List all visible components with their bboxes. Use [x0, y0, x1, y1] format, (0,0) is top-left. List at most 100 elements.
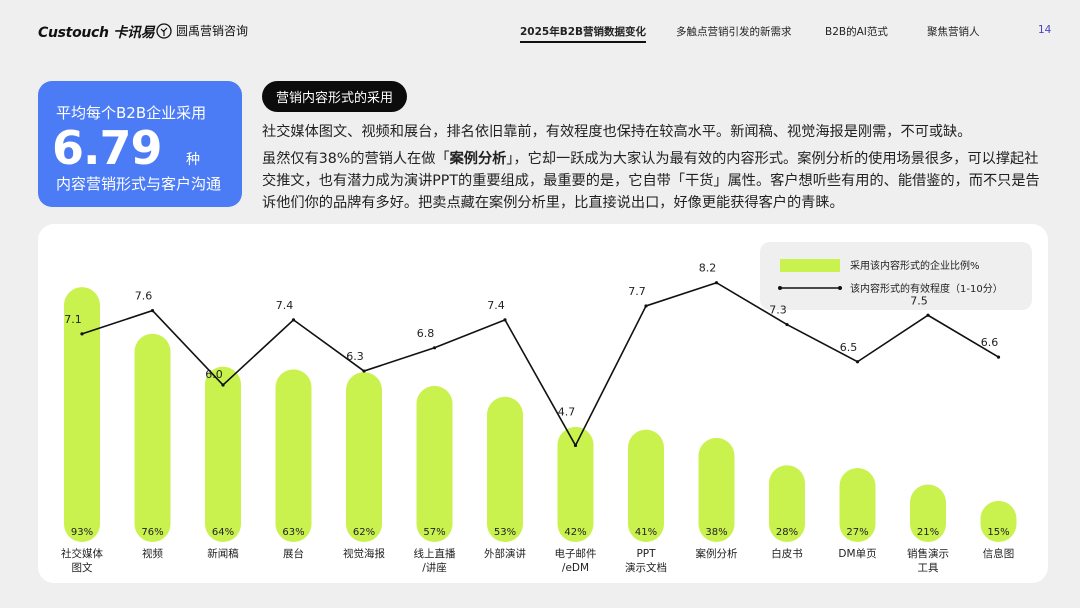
line-point-2 — [221, 383, 225, 387]
legend-bar-label: 采用该内容形式的企业比例% — [850, 259, 980, 272]
bar-value-label-13: 15% — [987, 527, 1009, 538]
x-tick-label-5-1: /讲座 — [422, 561, 447, 574]
x-tick-label-2: 新闻稿 — [207, 547, 239, 560]
line-point-12 — [926, 313, 930, 317]
x-tick-label-11: DM单页 — [838, 548, 876, 560]
line-point-4 — [362, 369, 366, 373]
line-point-6 — [503, 318, 507, 322]
line-value-label-9: 8.2 — [699, 262, 717, 275]
bar-0 — [64, 287, 100, 542]
legend-line-label: 该内容形式的有效程度（1-10分） — [850, 282, 1003, 295]
x-tick-label-0-1: 图文 — [72, 561, 93, 574]
line-value-label-13: 6.6 — [981, 336, 999, 349]
line-value-label-7: 4.7 — [558, 405, 576, 418]
tree-icon — [156, 22, 172, 39]
bar-value-label-2: 64% — [212, 527, 234, 538]
bar-value-label-10: 28% — [776, 527, 798, 538]
bar-9 — [698, 437, 735, 542]
x-tick-label-8-0: PPT — [636, 548, 656, 560]
bar-value-label-7: 42% — [564, 527, 586, 538]
legend-line-dot-right — [838, 286, 842, 290]
bar-2 — [205, 366, 241, 542]
paragraph-2-bold: 案例分析 — [449, 151, 507, 167]
x-tick-label-5-0: 线上直播 — [414, 547, 456, 560]
yuanyu-logo-text: 圆禹营销咨询 — [176, 24, 249, 38]
stat-card-line3: 内容营销形式与客户沟通 — [56, 175, 222, 193]
line-value-label-11: 6.5 — [840, 341, 858, 354]
line-point-7 — [573, 443, 578, 448]
x-tick-label-10: 白皮书 — [771, 547, 803, 560]
line-value-label-1: 7.6 — [135, 290, 153, 303]
line-point-3 — [291, 318, 296, 322]
page-number: 14 — [1038, 24, 1052, 36]
nav-tab-marketers[interactable]: 聚焦营销人 — [927, 26, 980, 38]
bar-value-label-9: 38% — [705, 527, 727, 538]
chart-panel: 采用该内容形式的企业比例% 该内容形式的有效程度（1-10分） 93% 社交媒体 图文 7… — [38, 224, 1048, 583]
line-value-label-10: 7.3 — [769, 304, 787, 317]
combo-chart: 采用该内容形式的企业比例% 该内容形式的有效程度（1-10分） 93% 社交媒体图文 7… — [61, 242, 1032, 574]
yuanyu-logo: 圆禹营销咨询 — [156, 22, 248, 39]
legend-line-dot-left — [778, 286, 782, 290]
bar-value-label-0: 93% — [71, 527, 93, 538]
bar-7 — [557, 426, 594, 542]
paragraph-2: 虽然仅有38%的营销人在做「案例分析」，它却一跃成为大家认为最有效的内容形式。案… — [262, 148, 1052, 214]
bar-13 — [980, 500, 1017, 542]
bar-11 — [839, 468, 876, 542]
bar-10 — [769, 465, 805, 542]
x-tick-label-12-1: 工具 — [918, 562, 939, 574]
nav-tab-b2b-ai[interactable]: B2B的AI范式 — [825, 26, 888, 38]
x-tick-label-4: 视觉海报 — [343, 547, 385, 560]
bar-value-label-12: 21% — [917, 527, 939, 538]
line-point-1 — [150, 309, 155, 313]
line-value-label-0: 7.1 — [64, 313, 82, 326]
stat-card-line1: 平均每个B2B企业采用 — [56, 104, 207, 122]
nav-tab-data-changes[interactable]: 2025年B2B营销数据变化 — [520, 26, 647, 43]
x-tick-label-7-1: /eDM — [562, 562, 589, 574]
line-value-label-12: 7.5 — [910, 294, 928, 307]
stat-card-value: 6.79 — [52, 121, 162, 175]
x-tick-label-9: 案例分析 — [696, 547, 738, 560]
line-value-label-5: 6.8 — [417, 327, 435, 340]
bar-6 — [487, 396, 523, 542]
line-point-0 — [80, 332, 84, 336]
legend-bar-swatch — [780, 259, 840, 272]
custouch-logo: Custouch 卡讯易 — [38, 25, 155, 41]
x-tick-label-1: 视频 — [142, 547, 163, 560]
x-tick-label-8-1: 演示文档 — [625, 561, 667, 574]
bar-value-label-8: 41% — [635, 527, 657, 538]
line-value-label-3: 7.4 — [276, 299, 294, 312]
x-tick-label-0-0: 社交媒体 — [61, 547, 103, 560]
paragraph-1: 社交媒体图文、视频和展台，排名依旧靠前，有效程度也保持在较高水平。新闻稿、视觉海… — [262, 124, 972, 140]
x-tick-label-6: 外部演讲 — [484, 547, 526, 560]
stat-card: 平均每个B2B企业采用 6.79 种 内容营销形式与客户沟通 — [38, 81, 242, 207]
bar-value-label-11: 27% — [846, 527, 868, 538]
bar-1 — [134, 333, 171, 542]
bar-12 — [910, 484, 946, 542]
bar-4 — [346, 372, 382, 542]
bar-5 — [416, 385, 453, 542]
bar-3 — [275, 369, 312, 542]
nav-tab-multitouch[interactable]: 多触点营销引发的新需求 — [676, 26, 792, 38]
paragraph-2-part2: 」，它却一跃成为大家认为最有效的内容形式。案例分析的使用场景很多，可以撑起社交推… — [262, 151, 1040, 211]
section-title: 营销内容形式的采用 — [262, 81, 408, 112]
line-point-9 — [714, 281, 719, 285]
stat-card-unit: 种 — [186, 152, 200, 168]
bar-value-label-6: 53% — [494, 527, 516, 538]
line-point-11 — [855, 360, 860, 364]
x-tick-label-3: 展台 — [283, 547, 304, 560]
line-point-8 — [644, 304, 648, 308]
line-point-10 — [785, 322, 789, 327]
x-tick-label-7-0: 电子邮件 — [555, 547, 597, 560]
line-point-5 — [432, 346, 437, 350]
bar-value-label-3: 63% — [282, 527, 304, 538]
bar-value-label-5: 57% — [423, 527, 445, 538]
line-point-13 — [996, 355, 1001, 359]
bar-8 — [628, 429, 664, 542]
bar-value-label-4: 62% — [353, 527, 375, 538]
line-value-label-2: 6.0 — [205, 368, 223, 381]
paragraph-2-part1: 虽然仅有38%的营销人在做「 — [262, 151, 450, 167]
x-tick-label-13: 信息图 — [983, 547, 1015, 560]
line-value-label-4: 6.3 — [346, 350, 364, 363]
bar-value-label-1: 76% — [141, 527, 163, 538]
legend-box — [760, 242, 1032, 310]
